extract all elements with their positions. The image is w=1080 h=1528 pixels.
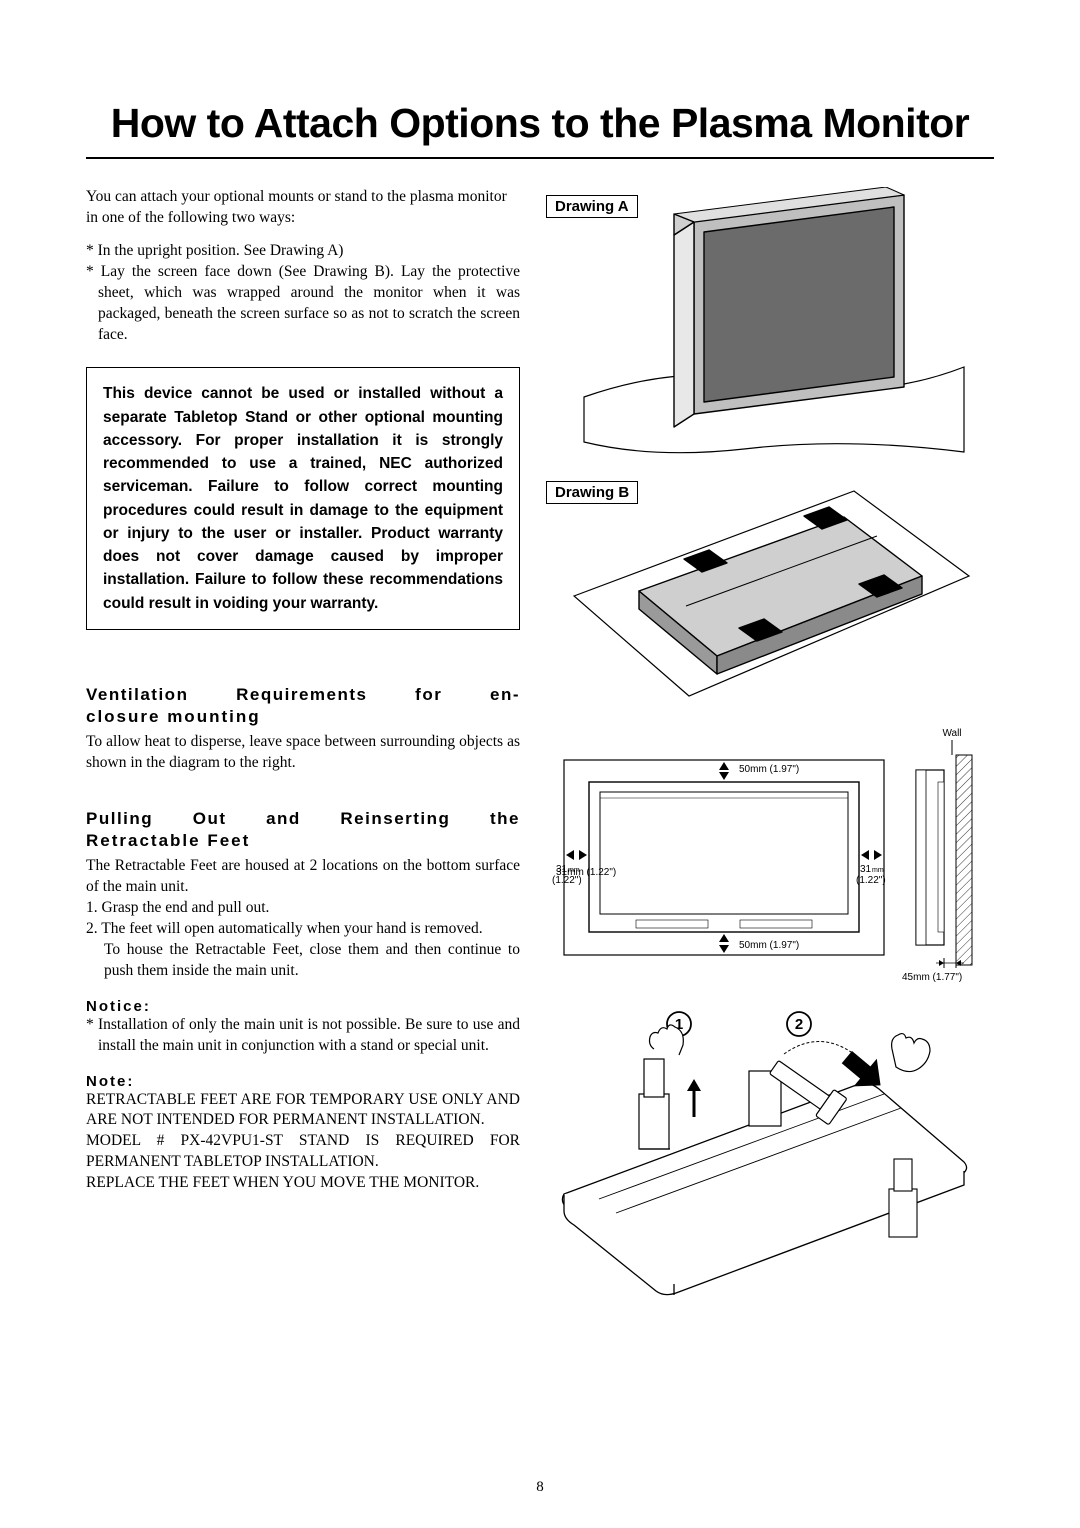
drawing-b-label: Drawing B bbox=[546, 481, 638, 504]
drawing-b-svg bbox=[544, 481, 974, 706]
warning-box: This device cannot be used or installed … bbox=[86, 367, 520, 630]
feet-diagram: 1 2 bbox=[544, 999, 994, 1299]
left-column: You can attach your optional mounts or s… bbox=[86, 187, 520, 1313]
drawing-a-svg bbox=[544, 187, 974, 467]
bullet-upright: * In the upright position. See Drawing A… bbox=[86, 241, 520, 262]
step-number-2: 2 bbox=[787, 1012, 811, 1036]
svg-text:(1.22"): (1.22") bbox=[552, 875, 582, 886]
feet-step2b: To house the Retractable Feet, close the… bbox=[86, 940, 520, 982]
position-bullets: * In the upright position. See Drawing A… bbox=[86, 241, 520, 346]
svg-text:(1.22"): (1.22") bbox=[856, 875, 886, 886]
page-number: 8 bbox=[0, 1479, 1080, 1496]
svg-text:31: 31 bbox=[860, 864, 872, 875]
two-column-layout: You can attach your optional mounts or s… bbox=[86, 187, 994, 1313]
note-label: Note: bbox=[86, 1073, 520, 1090]
ventilation-heading-l2: closure mounting bbox=[86, 706, 520, 728]
feet-heading: Pulling Out and Reinserting the Retracta… bbox=[86, 808, 520, 852]
ventilation-heading-l1: Ventilation Requirements for en- bbox=[86, 684, 520, 706]
ventilation-body: To allow heat to disperse, leave space b… bbox=[86, 732, 520, 774]
feet-svg: 1 2 bbox=[544, 999, 974, 1299]
intro-text: You can attach your optional mounts or s… bbox=[86, 187, 520, 229]
dim-top: 50mm (1.97") bbox=[739, 764, 799, 775]
note-l3: REPLACE THE FEET WHEN YOU MOVE THE MONIT… bbox=[86, 1173, 520, 1194]
feet-step2a: 2. The feet will open automatically when… bbox=[86, 919, 520, 940]
feet-step1: 1. Grasp the end and pull out. bbox=[86, 898, 520, 919]
ventilation-diagram: Wall 50mm (1.97") 50mm (1.97") bbox=[544, 720, 994, 985]
bullet-facedown: * Lay the screen face down (See Drawing … bbox=[86, 262, 520, 346]
dim-side-bottom: 45mm (1.77") bbox=[902, 972, 962, 983]
feet-heading-l2: Retractable Feet bbox=[86, 830, 520, 852]
ventilation-svg: Wall 50mm (1.97") 50mm (1.97") bbox=[544, 720, 974, 985]
ventilation-heading: Ventilation Requirements for en- closure… bbox=[86, 684, 520, 728]
svg-text:mm: mm bbox=[872, 867, 884, 874]
feet-heading-l1: Pulling Out and Reinserting the bbox=[86, 808, 520, 830]
note-l1: RETRACTABLE FEET ARE FOR TEMPORARY USE O… bbox=[86, 1090, 520, 1132]
drawing-a-figure: Drawing A bbox=[544, 187, 994, 467]
drawing-a-label: Drawing A bbox=[546, 195, 638, 218]
svg-text:2: 2 bbox=[795, 1016, 803, 1033]
note-l2: MODEL # PX-42VPU1-ST STAND IS REQUIRED F… bbox=[86, 1131, 520, 1173]
page-title: How to Attach Options to the Plasma Moni… bbox=[86, 100, 994, 159]
svg-text:mm: mm bbox=[568, 867, 580, 874]
drawing-b-figure: Drawing B bbox=[544, 481, 994, 706]
svg-text:31: 31 bbox=[556, 864, 568, 875]
feet-body: The Retractable Feet are housed at 2 loc… bbox=[86, 856, 520, 898]
wall-label: Wall bbox=[942, 728, 961, 739]
notice-body: * Installation of only the main unit is … bbox=[86, 1015, 520, 1057]
right-column: Drawing A Drawing B bbox=[544, 187, 994, 1313]
feet-steps: 1. Grasp the end and pull out. 2. The fe… bbox=[86, 898, 520, 982]
dim-bottom: 50mm (1.97") bbox=[739, 940, 799, 951]
notice-label: Notice: bbox=[86, 998, 520, 1015]
